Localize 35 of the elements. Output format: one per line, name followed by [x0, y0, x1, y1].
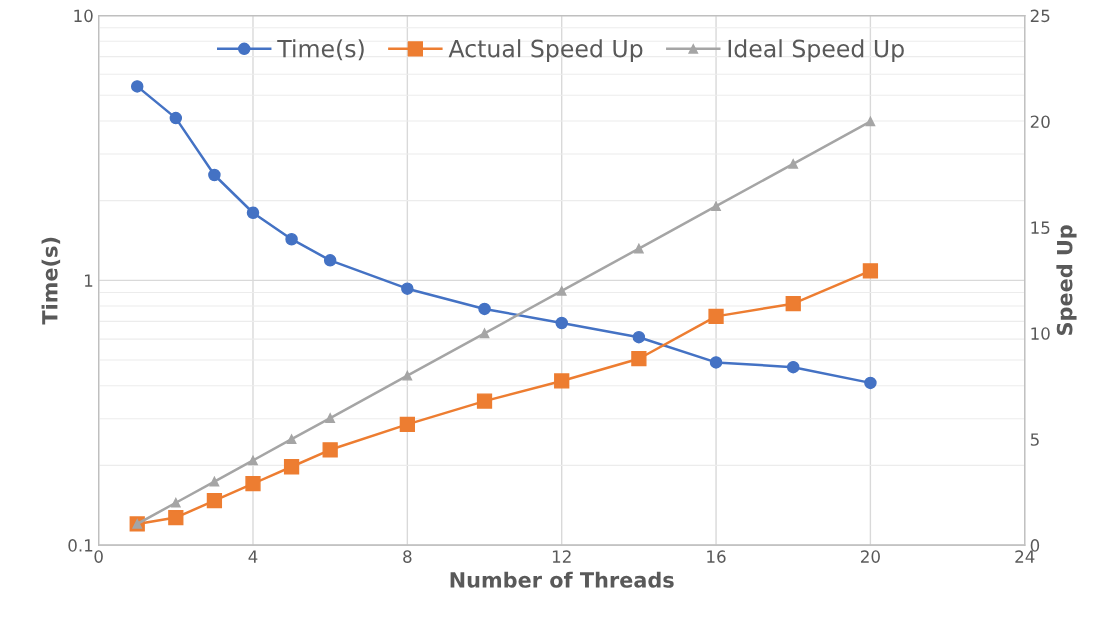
point — [555, 316, 568, 330]
point — [285, 232, 298, 246]
point — [632, 330, 646, 344]
x-tick-label: 24 — [1015, 550, 1035, 563]
point — [786, 360, 800, 374]
y-tick-label: 1 — [85, 274, 93, 287]
point — [864, 376, 877, 390]
point — [208, 168, 221, 182]
y-tick-label: 10 — [74, 9, 93, 23]
legend-label: Time(s) — [277, 39, 364, 61]
x-tick-label: 12 — [552, 550, 571, 563]
x-axis-title: Number of Threads — [450, 571, 674, 588]
point — [169, 111, 183, 125]
y2-tick-label: 10 — [1031, 327, 1050, 340]
x-tick-label: 8 — [403, 550, 412, 563]
legend-label: Actual Speed Up — [448, 39, 643, 63]
y2-tick-label: 25 — [1030, 9, 1050, 23]
legend-label: Ideal Speed Up — [728, 39, 904, 63]
point — [246, 206, 260, 220]
point — [478, 302, 491, 316]
point — [401, 282, 414, 295]
y2-tick-label: 0 — [1030, 539, 1040, 552]
y2-tick-label: 15 — [1031, 221, 1050, 234]
point — [130, 80, 144, 93]
y2-axis-title: Speed Up — [1056, 225, 1077, 335]
y2-tick-label: 20 — [1030, 115, 1050, 129]
x-tick-label: 4 — [248, 550, 258, 563]
y-tick-label: 0.1 — [68, 539, 93, 552]
point — [709, 356, 723, 369]
point — [323, 254, 337, 267]
x-tick-label: 16 — [707, 550, 726, 563]
x-tick-label: 0 — [94, 550, 103, 563]
y-axis-title: Time(s) — [41, 237, 61, 325]
y2-tick-label: 5 — [1030, 433, 1039, 446]
x-tick-label: 20 — [861, 550, 880, 563]
